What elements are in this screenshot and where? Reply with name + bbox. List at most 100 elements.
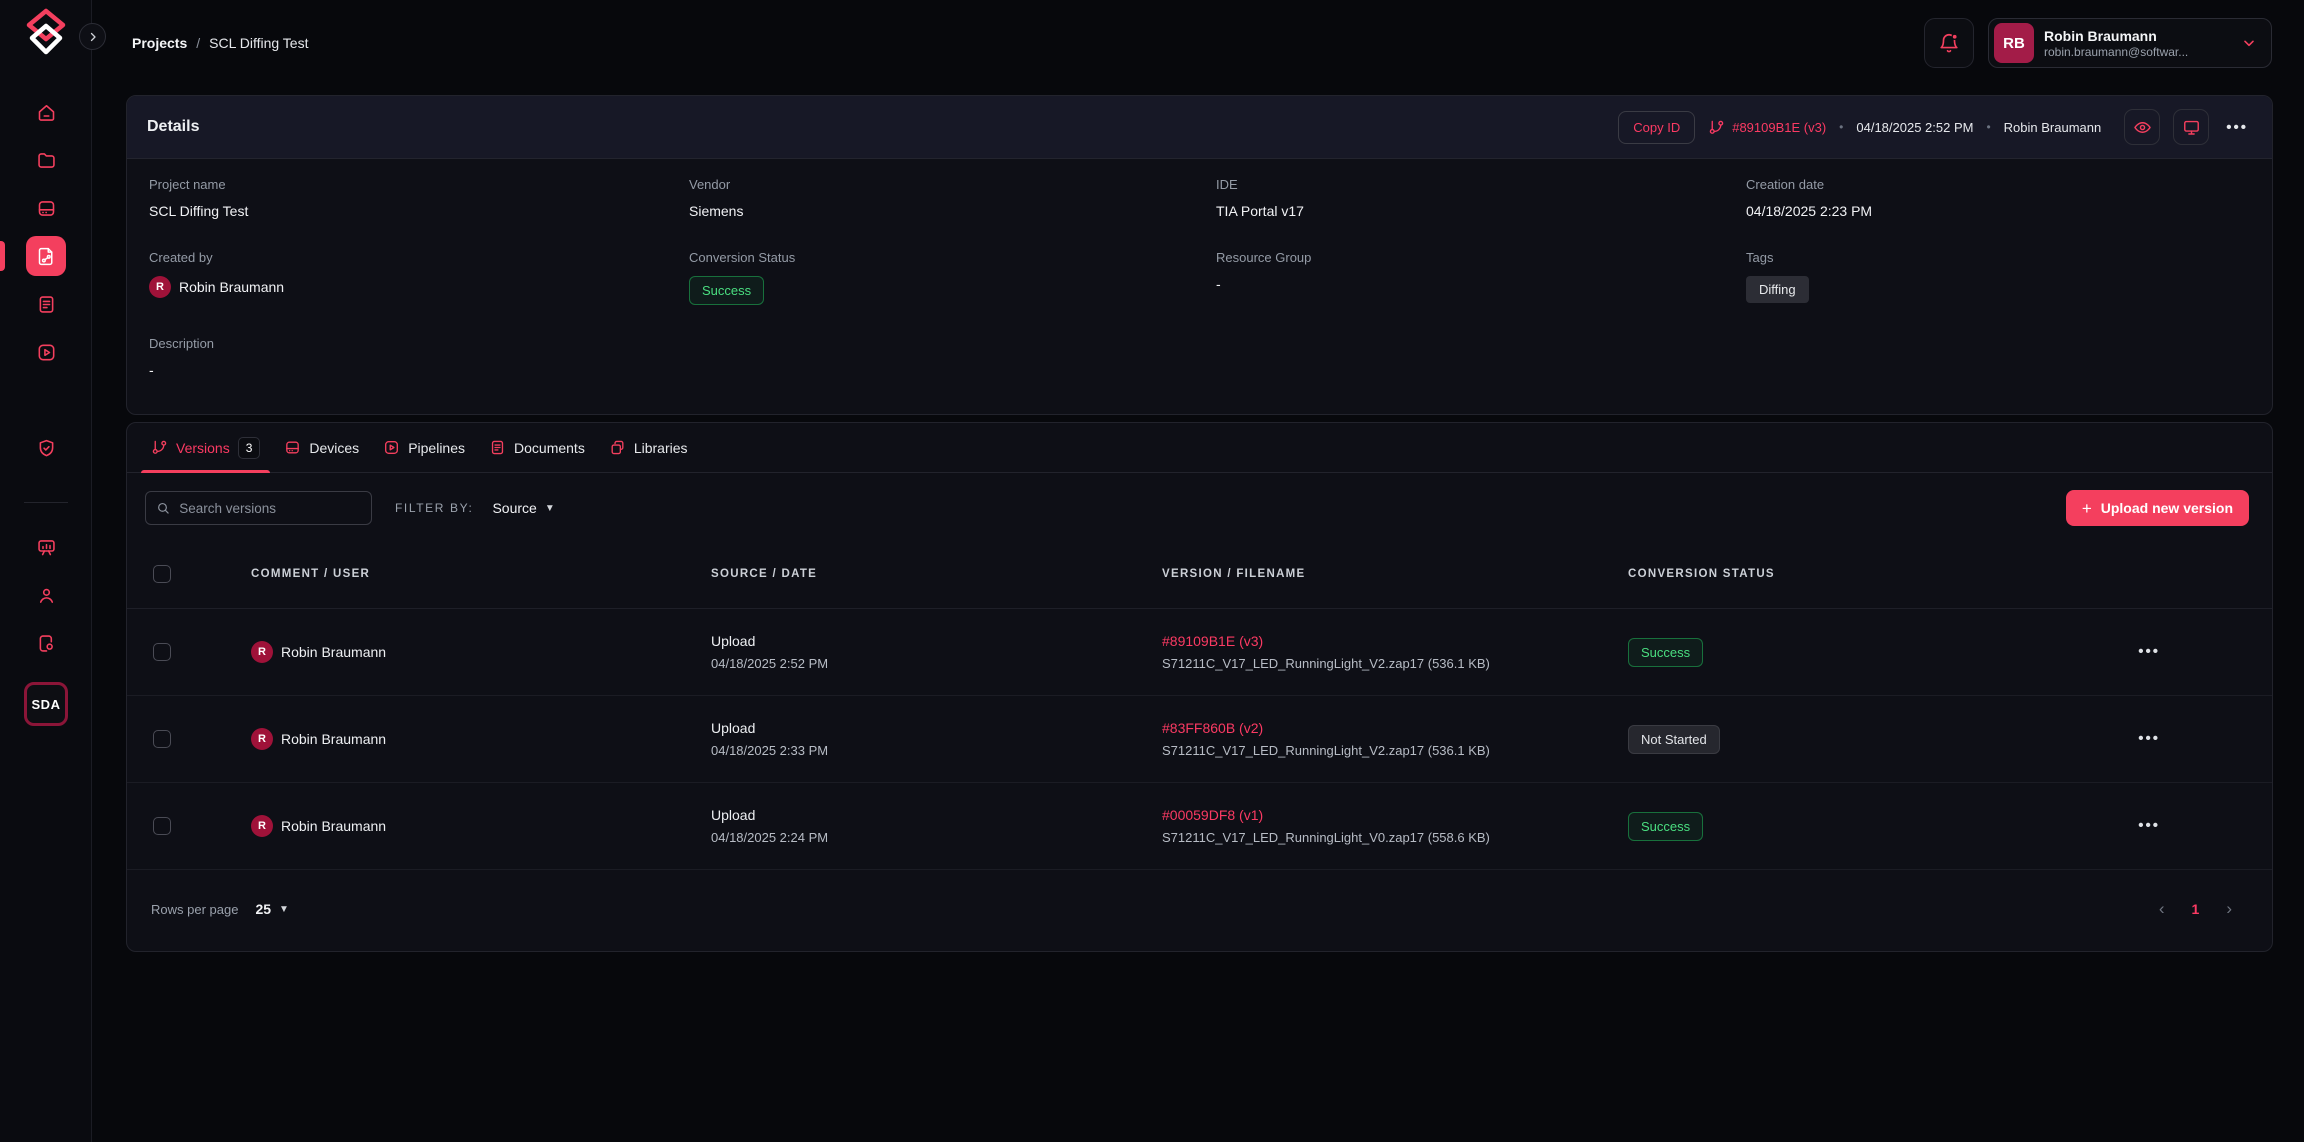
app-logo-diamonds-icon	[26, 8, 66, 55]
field-label: Description	[149, 336, 215, 351]
caret-down-icon: ▼	[279, 903, 289, 915]
folder-icon	[37, 152, 55, 168]
tab-label: Documents	[514, 439, 585, 456]
row-version-link[interactable]: #89109B1E (v3)	[1162, 633, 1264, 649]
row-status-badge: Success	[1628, 811, 1704, 841]
sidebar-item-home[interactable]	[26, 92, 66, 132]
field-creation-date: Creation date 04/18/2025 2:23 PM	[1746, 177, 2250, 219]
sidebar-expand-button[interactable]	[79, 23, 106, 50]
field-label: Conversion Status	[689, 250, 796, 265]
filter-source-select[interactable]: Source ▼	[492, 500, 554, 516]
select-all-checkbox[interactable]	[153, 564, 171, 583]
field-created-by: Created by R Robin Braumann	[149, 250, 689, 305]
tab-documents[interactable]: Documents	[477, 423, 597, 472]
row-date: 04/18/2025 2:24 PM	[711, 830, 829, 845]
field-label: Creation date	[1746, 177, 1825, 192]
monitor-icon	[2183, 120, 2199, 135]
sidebar-item-pipelines[interactable]	[26, 332, 66, 372]
current-page-number: 1	[2191, 901, 2200, 917]
notes-icon	[39, 295, 53, 313]
breadcrumb-projects-link[interactable]: Projects	[132, 35, 188, 51]
row-checkbox[interactable]	[153, 730, 171, 748]
tab-libraries[interactable]: Libraries	[597, 423, 700, 472]
search-input[interactable]	[179, 500, 361, 516]
filter-by-label: FILTER BY:	[395, 501, 474, 515]
tag-badge: Diffing	[1746, 276, 1809, 303]
breadcrumb-separator: /	[196, 35, 201, 51]
table-row: R Robin Braumann Upload 04/18/2025 2:33 …	[127, 696, 2272, 783]
row-version-link[interactable]: #83FF860B (v2)	[1162, 720, 1264, 736]
sidebar-item-devices[interactable]	[26, 188, 66, 228]
user-name: Robin Braumann	[2044, 27, 2157, 44]
caret-down-icon: ▼	[544, 502, 555, 514]
field-resource-group: Resource Group -	[1216, 250, 1746, 305]
tab-devices[interactable]: Devices	[272, 423, 371, 472]
current-version-label: #89109B1E (v3)	[1732, 119, 1827, 135]
table-row: R Robin Braumann Upload 04/18/2025 2:24 …	[127, 783, 2272, 870]
field-value: SCL Diffing Test	[149, 203, 249, 219]
row-user-name: Robin Braumann	[281, 731, 387, 747]
user-menu[interactable]: RB Robin Braumann robin.braumann@softwar…	[1988, 18, 2272, 68]
row-filename: S71211C_V17_LED_RunningLight_V2.zap17 (5…	[1162, 743, 1490, 758]
sidebar-item-project-files[interactable]	[0, 236, 66, 276]
search-versions-box[interactable]	[145, 491, 372, 525]
sidebar-item-projects[interactable]	[26, 140, 66, 180]
sidebar-item-documents[interactable]	[26, 284, 66, 324]
details-title: Details	[147, 118, 200, 135]
pagination-bar: Rows per page 25 ▼ ‹ 1 ›	[127, 867, 2272, 951]
copy-id-button[interactable]: Copy ID	[1618, 110, 1696, 144]
search-icon	[158, 502, 169, 514]
column-header-conversion-status: CONVERSION STATUS	[1628, 567, 1775, 580]
rows-per-page-label: Rows per page	[151, 901, 239, 917]
row-more-button[interactable]: •••	[2138, 730, 2160, 747]
field-value: -	[1216, 276, 1221, 292]
filter-value: Source	[492, 500, 537, 516]
field-value: Robin Braumann	[179, 279, 285, 295]
next-page-button[interactable]: ›	[2226, 899, 2232, 918]
status-badge: Success	[689, 276, 765, 305]
sda-logo-text: SDA	[31, 696, 61, 712]
column-header-comment-user: COMMENT / USER	[251, 567, 371, 580]
field-label: Vendor	[689, 177, 731, 192]
sidebar-item-dashboards[interactable]	[26, 527, 66, 567]
sidebar-item-device-locations[interactable]	[26, 623, 66, 663]
eye-icon	[2134, 121, 2151, 133]
row-checkbox[interactable]	[153, 817, 171, 835]
chevron-right-icon	[90, 32, 96, 41]
tab-versions[interactable]: Versions 3	[139, 423, 272, 473]
table-header-row: COMMENT / USER SOURCE / DATE VERSION / F…	[127, 539, 2272, 609]
tab-bar: Versions 3 Devices Pipelines Documents	[127, 423, 2272, 473]
rows-per-page-select[interactable]: 25 ▼	[255, 901, 288, 917]
field-project-name: Project name SCL Diffing Test	[149, 177, 689, 219]
meta-bullet: •	[1986, 120, 1991, 134]
notifications-button[interactable]	[1924, 18, 1974, 68]
current-version-link[interactable]: #89109B1E (v3)	[1708, 119, 1826, 136]
row-checkbox[interactable]	[153, 643, 171, 661]
device-drive-icon	[284, 439, 301, 456]
versions-count-badge: 3	[237, 436, 261, 459]
sidebar-item-users[interactable]	[26, 575, 66, 615]
open-in-workstation-button[interactable]	[2173, 109, 2210, 145]
upload-new-version-button[interactable]: + Upload new version	[2065, 490, 2249, 526]
field-ide: IDE TIA Portal v17	[1216, 177, 1746, 219]
app-logo[interactable]	[22, 7, 70, 57]
avatar: R	[149, 276, 171, 298]
row-more-button[interactable]: •••	[2138, 643, 2160, 660]
pipeline-play-icon	[383, 439, 400, 456]
previous-page-button[interactable]: ‹	[2158, 899, 2165, 918]
avatar: R	[251, 728, 273, 750]
tab-pipelines[interactable]: Pipelines	[371, 423, 477, 472]
sidebar-item-security[interactable]	[26, 428, 66, 468]
row-source: Upload	[711, 633, 756, 649]
sda-bottom-logo[interactable]: SDA	[24, 682, 68, 726]
versions-panel: Versions 3 Devices Pipelines Documents	[126, 422, 2273, 952]
row-source: Upload	[711, 720, 756, 736]
details-more-button[interactable]: •••	[2222, 119, 2252, 136]
row-more-button[interactable]: •••	[2138, 817, 2160, 834]
sidebar-divider	[24, 502, 68, 503]
row-version-link[interactable]: #00059DF8 (v1)	[1162, 807, 1264, 823]
row-status-badge: Success	[1628, 637, 1704, 667]
watch-button[interactable]	[2124, 109, 2161, 145]
field-value: 04/18/2025 2:23 PM	[1746, 203, 1873, 219]
column-header-source-date: SOURCE / DATE	[711, 567, 818, 580]
